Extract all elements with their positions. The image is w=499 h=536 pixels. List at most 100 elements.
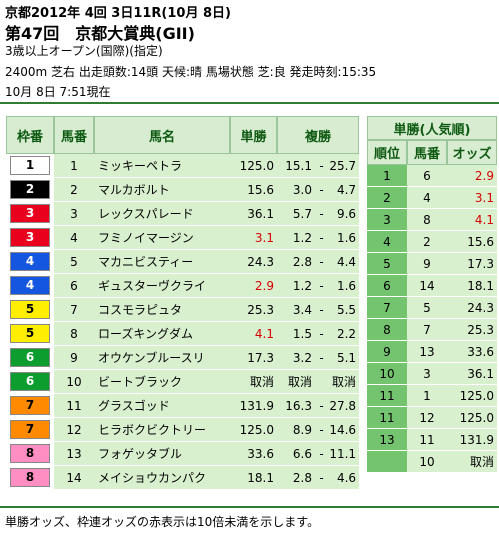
header-uma: 馬番 [54, 116, 94, 154]
tansho-odds: 33.6 [230, 442, 277, 466]
waku-badge: 6 [6, 370, 54, 394]
table-row: 4 2 15.6 [367, 231, 497, 253]
horse-name[interactable]: グラスゴッド [94, 394, 230, 418]
fukusho-dash: - [315, 250, 328, 274]
fukusho-max: 5.5 [328, 298, 360, 322]
tansho-odds: 18.1 [230, 466, 277, 490]
header-tansho: 単勝 [230, 116, 277, 154]
horse-number: 4 [54, 226, 94, 250]
tansho-odds: 15.6 [230, 178, 277, 202]
popularity-rank: 5 [367, 253, 407, 275]
popularity-rank: 13 [367, 429, 407, 451]
popularity-horse-number: 4 [407, 187, 447, 209]
horse-number: 12 [54, 418, 94, 442]
horse-number: 3 [54, 202, 94, 226]
header-waku: 枠番 [6, 116, 54, 154]
fukusho-min: 1.2 [277, 274, 315, 298]
horse-name[interactable]: フミノイマージン [94, 226, 230, 250]
fukusho-max: 取消 [328, 370, 360, 394]
popularity-odds: 131.9 [447, 429, 497, 451]
horse-name[interactable]: マルカボルト [94, 178, 230, 202]
popularity-horse-number: 11 [407, 429, 447, 451]
tansho-odds: 36.1 [230, 202, 277, 226]
horse-name[interactable]: コスモラピュタ [94, 298, 230, 322]
horse-name[interactable]: ミッキーペトラ [94, 154, 230, 178]
fukusho-min: 2.8 [277, 466, 315, 490]
popularity-rank: 7 [367, 297, 407, 319]
race-title: 第47回 京都大賞典(GII) [5, 24, 195, 43]
table-row: 1 1 ミッキーペトラ 125.0 15.1-25.7 [6, 154, 360, 178]
table-row: 10 取消 [367, 451, 497, 473]
horse-name[interactable]: ヒラボクビクトリー [94, 418, 230, 442]
popularity-rank: 11 [367, 407, 407, 429]
horse-number: 9 [54, 346, 94, 370]
fukusho-dash: - [315, 322, 328, 346]
fukusho-dash: - [315, 394, 328, 418]
header-side-odds: オッズ [447, 140, 497, 165]
horse-name[interactable]: レックスパレード [94, 202, 230, 226]
header-rank: 順位 [367, 140, 407, 165]
fukusho-dash: - [315, 346, 328, 370]
horse-number: 13 [54, 442, 94, 466]
fukusho-dash: - [315, 418, 328, 442]
race-class: 3歳以上オープン(国際)(指定) [5, 44, 163, 58]
fukusho-min: 3.0 [277, 178, 315, 202]
popularity-odds: 18.1 [447, 275, 497, 297]
popularity-horse-number: 13 [407, 341, 447, 363]
table-row: 8 7 25.3 [367, 319, 497, 341]
table-row: 3 8 4.1 [367, 209, 497, 231]
table-row: 2 2 マルカボルト 15.6 3.0-4.7 [6, 178, 360, 202]
tansho-odds: 3.1 [230, 226, 277, 250]
race-conditions: 2400m 芝右 出走頭数:14頭 天候:晴 馬場状態 芝:良 発走時刻:15:… [5, 65, 377, 79]
popularity-horse-number: 12 [407, 407, 447, 429]
popularity-horse-number: 1 [407, 385, 447, 407]
horse-name[interactable]: ローズキングダム [94, 322, 230, 346]
tansho-odds: 取消 [230, 370, 277, 394]
fukusho-max: 4.7 [328, 178, 360, 202]
horse-name[interactable]: マカニビスティー [94, 250, 230, 274]
popularity-odds: 125.0 [447, 385, 497, 407]
table-row: 6 10 ビートブラック 取消 取消 取消 [6, 370, 360, 394]
table-row: 11 12 125.0 [367, 407, 497, 429]
waku-badge: 5 [6, 322, 54, 346]
fukusho-max: 14.6 [328, 418, 360, 442]
fukusho-max: 11.1 [328, 442, 360, 466]
table-row: 5 7 コスモラピュタ 25.3 3.4-5.5 [6, 298, 360, 322]
popularity-rank: 9 [367, 341, 407, 363]
popularity-odds: 25.3 [447, 319, 497, 341]
waku-badge: 8 [6, 466, 54, 490]
horse-name[interactable]: メイショウカンパク [94, 466, 230, 490]
table-row: 4 5 マカニビスティー 24.3 2.8-4.4 [6, 250, 360, 274]
waku-badge: 8 [6, 442, 54, 466]
table-row: 11 1 125.0 [367, 385, 497, 407]
odds-table: 枠番 馬番 馬名 単勝 複勝 1 1 ミッキーペトラ 125.0 15.1-25.7 2 2… [6, 116, 360, 490]
fukusho-dash: - [315, 178, 328, 202]
table-row: 1 6 2.9 [367, 165, 497, 187]
popularity-horse-number: 10 [407, 451, 447, 473]
footer-divider [0, 506, 499, 508]
popularity-rank: 10 [367, 363, 407, 385]
race-date-line: 京都2012年 4回 3日11R(10月 8日) [5, 6, 231, 21]
fukusho-min: 15.1 [277, 154, 315, 178]
footer-note: 単勝オッズ、枠連オッズの赤表示は10倍未満を示します。 [5, 515, 320, 529]
popularity-odds: 4.1 [447, 209, 497, 231]
horse-name[interactable]: フォゲッタブル [94, 442, 230, 466]
popularity-odds: 17.3 [447, 253, 497, 275]
popularity-odds: 15.6 [447, 231, 497, 253]
horse-name[interactable]: ビートブラック [94, 370, 230, 394]
horse-number: 8 [54, 322, 94, 346]
popularity-horse-number: 7 [407, 319, 447, 341]
horse-name[interactable]: オウケンブルースリ [94, 346, 230, 370]
fukusho-dash: - [315, 226, 328, 250]
popularity-rank [367, 451, 407, 473]
fukusho-min: 1.2 [277, 226, 315, 250]
tansho-odds: 24.3 [230, 250, 277, 274]
horse-number: 5 [54, 250, 94, 274]
horse-number: 6 [54, 274, 94, 298]
fukusho-dash: - [315, 274, 328, 298]
horse-number: 1 [54, 154, 94, 178]
table-row: 13 11 131.9 [367, 429, 497, 451]
horse-name[interactable]: ギュスターヴクライ [94, 274, 230, 298]
header-fukusho: 複勝 [277, 116, 360, 154]
fukusho-dash: - [315, 202, 328, 226]
